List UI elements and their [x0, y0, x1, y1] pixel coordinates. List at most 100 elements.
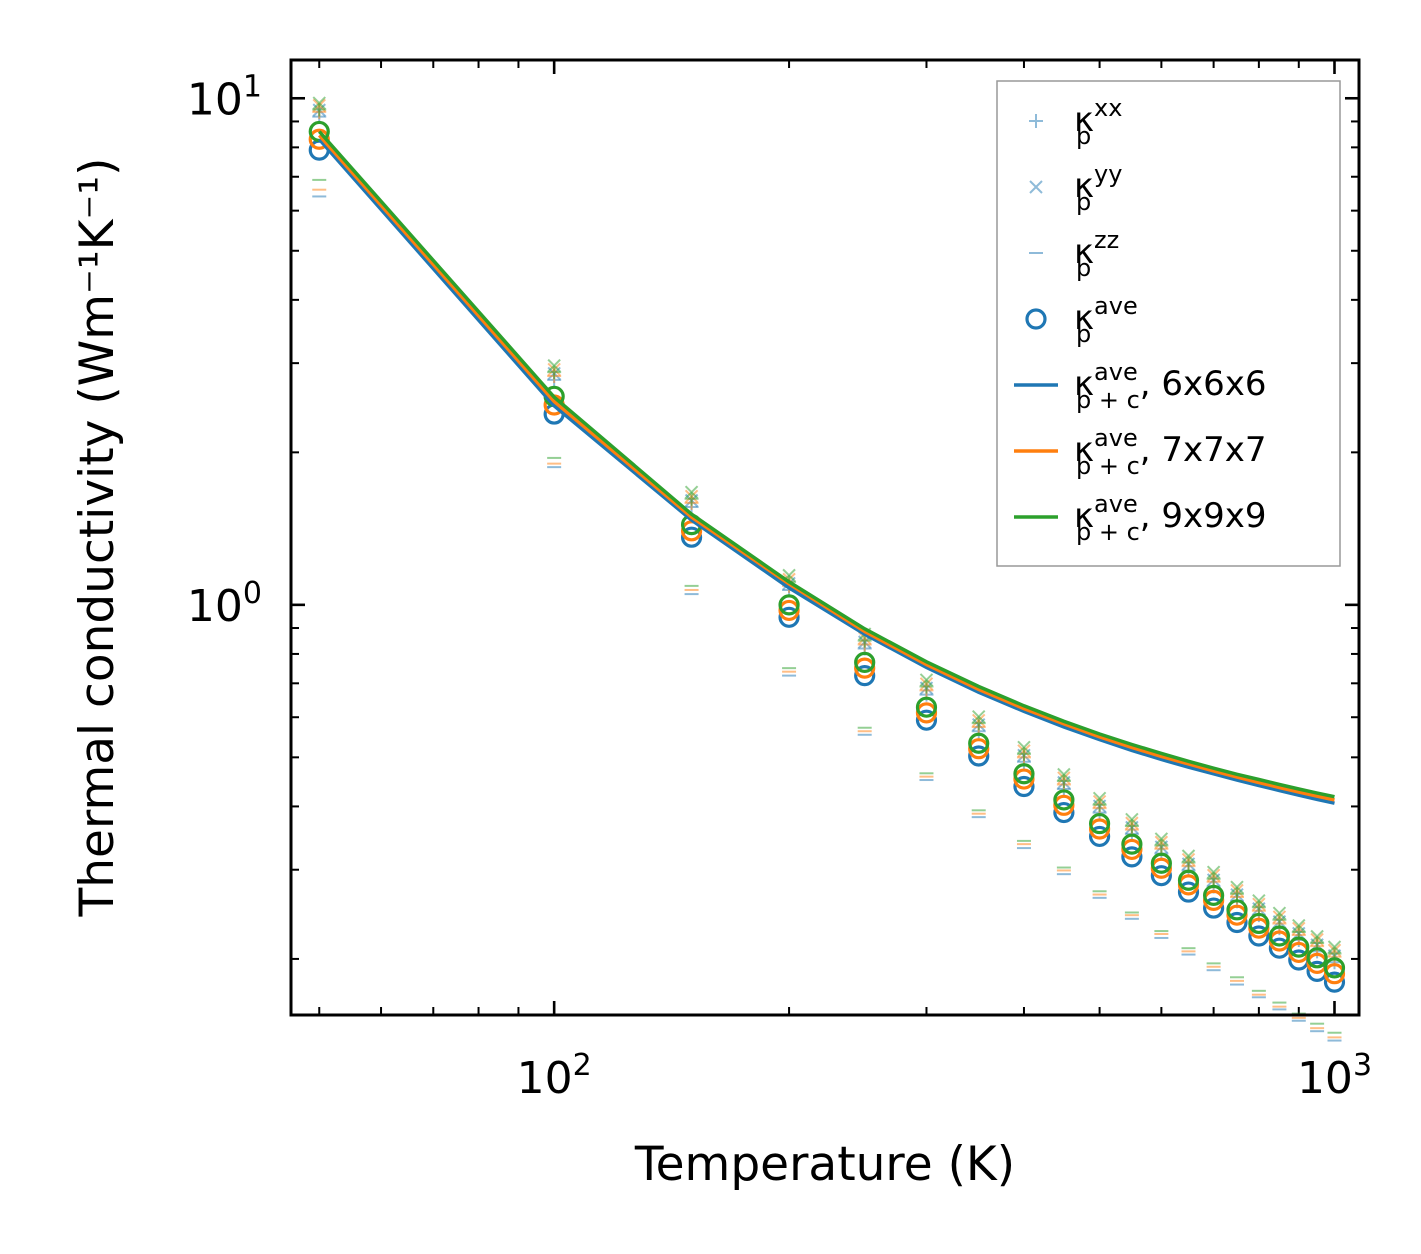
xx-point — [971, 716, 986, 731]
ave-point — [1323, 963, 1346, 985]
xx-point — [1124, 818, 1139, 833]
legend-item-5: κave p + c, 7x7x7 — [1014, 424, 1267, 480]
ave-point — [778, 594, 800, 616]
yy-point — [1292, 918, 1306, 933]
yy-point — [1125, 812, 1139, 827]
y-tick-label: 101 — [187, 69, 262, 125]
ave-point — [1306, 947, 1328, 969]
xx-point — [1230, 886, 1244, 901]
ave-point — [854, 657, 876, 679]
ave-point — [1150, 852, 1172, 874]
x-tick-label: 103 — [1297, 1048, 1372, 1104]
ave-point — [1248, 925, 1270, 947]
legend-item-3: κave p — [1025, 292, 1138, 348]
ave-point — [915, 709, 938, 731]
data-marks — [308, 96, 1346, 1042]
legend-plus-marker — [1029, 114, 1043, 128]
ave-point — [1203, 897, 1225, 919]
yy-point — [1272, 906, 1287, 920]
legend-item-2: κzz p — [1029, 226, 1119, 282]
ave-point — [1013, 775, 1035, 798]
xx-point — [684, 491, 699, 506]
ave-point — [1088, 825, 1111, 848]
legend-circle-marker — [1025, 308, 1047, 330]
x-tick-label: 102 — [517, 1048, 592, 1104]
ave-point — [1121, 833, 1143, 855]
xx-point — [1154, 838, 1169, 853]
xx-point — [312, 102, 327, 117]
ave-point — [1013, 763, 1035, 785]
yy-point — [1230, 880, 1244, 894]
legend-item-6: κave p + c, 9x9x9 — [1014, 490, 1267, 546]
xx-point — [1181, 855, 1196, 870]
yy-point — [684, 485, 699, 499]
legend-label: κave p — [1074, 292, 1138, 348]
y-tick-label: 100 — [187, 576, 262, 632]
ave-point — [854, 651, 876, 673]
xx-point — [1092, 797, 1107, 812]
ave-point — [1053, 801, 1075, 824]
ave-point — [1323, 971, 1346, 993]
legend-label: κave p + c, 7x7x7 — [1074, 424, 1267, 480]
ave-point — [915, 702, 938, 724]
legend-item-0: κxx p — [1029, 94, 1122, 150]
ave-point — [1053, 789, 1075, 811]
legend-label: κave p + c, 9x9x9 — [1074, 490, 1267, 546]
xx-point — [919, 679, 934, 694]
yy-point — [1327, 940, 1342, 954]
ave-point — [968, 732, 990, 754]
yy-point — [1154, 832, 1169, 846]
y-axis-title: Thermal conductivity (Wm⁻¹K⁻¹) — [70, 158, 125, 918]
yy-point — [1206, 865, 1221, 879]
yy-point — [1092, 791, 1107, 805]
yy-point — [972, 709, 986, 724]
yy-point — [1017, 740, 1031, 755]
ave-point — [1177, 881, 1200, 903]
yy-point — [1057, 767, 1071, 782]
yy-point — [547, 358, 561, 373]
legend-item-1: κyy p — [1029, 160, 1122, 216]
ave-point — [1226, 911, 1248, 934]
legend-label: κzz p — [1074, 226, 1119, 282]
plot-frame — [289, 58, 1361, 1017]
line-6x6x6 — [317, 138, 1335, 805]
legend-box — [996, 80, 1341, 567]
ave-point — [1268, 925, 1291, 947]
ave-point — [680, 526, 703, 548]
ave-point — [1121, 846, 1143, 868]
ave-point — [1203, 884, 1225, 906]
yy-point — [312, 96, 326, 110]
legend-label: κyy p — [1074, 160, 1122, 216]
line-9x9x9 — [317, 130, 1335, 799]
yy-point — [1310, 929, 1324, 944]
yy-point — [919, 673, 934, 687]
ave-point — [1323, 957, 1346, 979]
ave-point — [854, 664, 876, 687]
yy-point — [1181, 849, 1196, 863]
xx-point — [1272, 912, 1287, 927]
ave-point — [1248, 912, 1270, 935]
legend-label: κxx p — [1074, 94, 1122, 150]
xx-point — [1251, 900, 1266, 915]
ave-point — [968, 745, 990, 767]
yy-point — [1252, 893, 1266, 908]
ave-point — [1177, 869, 1200, 891]
ave-point — [1226, 899, 1248, 921]
ave-point — [1288, 936, 1310, 958]
line-7x7x7 — [317, 134, 1335, 802]
xx-point — [1056, 774, 1071, 789]
x-axis-title: Temperature (K) — [634, 1137, 1015, 1192]
legend-item-4: κave p + c, 6x6x6 — [1014, 358, 1267, 414]
ave-point — [915, 696, 938, 718]
tick-labels: 102 103 100 101 — [187, 69, 1372, 1104]
ave-point — [778, 606, 800, 628]
legend-cross-marker — [1029, 180, 1043, 194]
ave-point — [1150, 865, 1172, 887]
series-9x9x9 — [308, 96, 1346, 1034]
legend-label: κave p + c, 6x6x6 — [1074, 358, 1267, 414]
xx-point — [1206, 871, 1221, 886]
xx-point — [547, 365, 562, 380]
legend: κxx p κyy p κzz p κave p κave p + c, 6x6x6 κave p +… — [996, 80, 1341, 567]
ave-point — [1088, 812, 1111, 835]
